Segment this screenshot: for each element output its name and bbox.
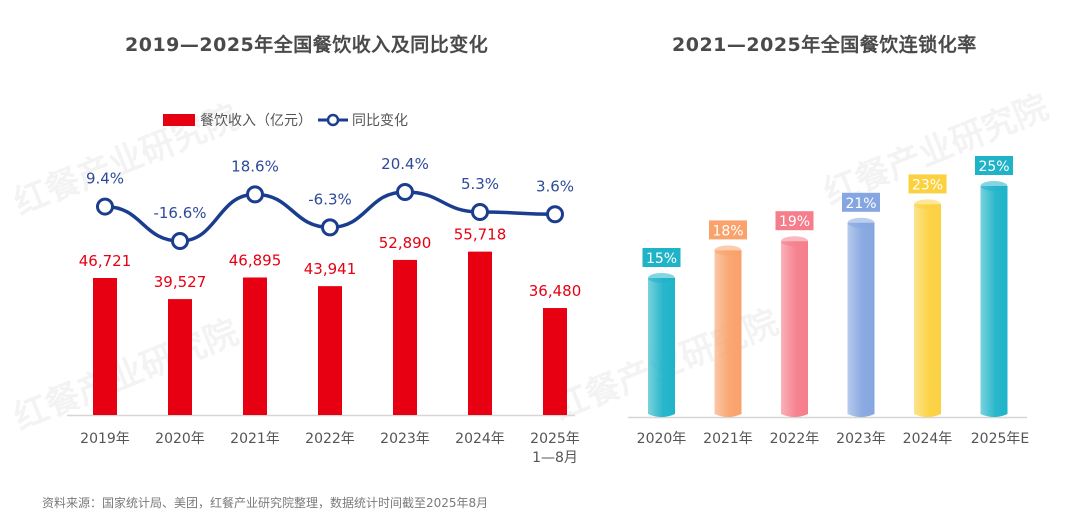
- right-x-tick-label: 2021年: [703, 431, 753, 447]
- left-chart-legend: 餐饮收入（亿元） 同比变化: [163, 110, 408, 130]
- cylinder-top: [847, 217, 875, 228]
- chain-rate-cylinder: [914, 204, 941, 417]
- revenue-bar-label: 46,721: [79, 252, 132, 270]
- chain-rate-label: 25%: [978, 159, 1009, 175]
- left-x-tick-label: 2023年: [380, 431, 430, 447]
- chain-rate-label-bg: [842, 192, 880, 212]
- revenue-bar-label: 36,480: [529, 282, 582, 300]
- revenue-bar: [393, 259, 417, 415]
- left-x-tick-label: 2022年: [305, 431, 355, 447]
- right-x-tick-label: 2020年: [637, 431, 687, 447]
- left-x-tick-label: 2024年: [455, 431, 505, 447]
- legend-bar-label: 餐饮收入（亿元）: [200, 113, 312, 129]
- left-x-tick-label: 1—8月: [532, 450, 578, 466]
- left-x-tick-label: 2021年: [230, 431, 280, 447]
- source-note: 资料来源：国家统计局、美团，红餐产业研究院整理，数据统计时间截至2025年8月: [42, 496, 489, 510]
- cylinder-top: [648, 273, 675, 283]
- chain-rate-label: 19%: [779, 214, 810, 230]
- chain-rate-label-bg: [975, 156, 1013, 175]
- cylinder-top: [714, 245, 742, 256]
- left-x-tick-label: 2020年: [155, 431, 205, 447]
- chain-rate-cylinder: [714, 250, 742, 417]
- revenue-bar-label: 46,895: [229, 251, 282, 269]
- yoy-label: -6.3%: [308, 190, 352, 208]
- yoy-point: [246, 185, 264, 204]
- chain-rate-label: 21%: [845, 196, 876, 212]
- chain-rate-cylinder: [847, 222, 875, 417]
- yoy-point: [321, 218, 339, 237]
- chain-rate-label: 23%: [912, 177, 943, 193]
- left-x-tick-label: 2019年: [80, 431, 130, 447]
- revenue-bar: [93, 278, 117, 415]
- yoy-label: 5.3%: [461, 175, 499, 193]
- right-x-tick-label: 2023年: [836, 431, 886, 447]
- revenue-bar: [468, 251, 492, 415]
- revenue-bar: [318, 286, 342, 415]
- left-chart-title: 2019—2025年全国餐饮收入及同比变化: [125, 34, 489, 56]
- cylinder-top: [980, 181, 1008, 191]
- revenue-bar: [543, 308, 567, 415]
- revenue-bar-label: 55,718: [454, 226, 507, 244]
- right-chart-title: 2021—2025年全国餐饮连锁化率: [672, 34, 977, 56]
- yoy-label: 20.4%: [381, 155, 429, 173]
- revenue-bar: [243, 277, 267, 415]
- yoy-label: 3.6%: [536, 177, 574, 195]
- chain-rate-label-bg: [908, 174, 947, 194]
- yoy-point: [396, 183, 414, 202]
- chain-rate-label: 18%: [712, 223, 743, 239]
- left-x-tick-label: 2025年: [530, 431, 580, 447]
- yoy-label: 18.6%: [231, 157, 279, 175]
- right-x-tick-label: 2022年: [770, 431, 820, 447]
- chain-rate-label: 15%: [646, 251, 677, 267]
- yoy-point: [96, 197, 114, 216]
- chain-rate-label-bg: [775, 211, 814, 231]
- legend-line-label: 同比变化: [352, 113, 408, 129]
- cylinder-top: [914, 199, 941, 210]
- revenue-bar-label: 43,941: [304, 260, 357, 278]
- yoy-label: -16.6%: [153, 204, 206, 222]
- yoy-label: 9.4%: [86, 170, 124, 188]
- yoy-point: [546, 205, 564, 224]
- revenue-bar-label: 39,527: [154, 273, 207, 291]
- right-x-tick-label: 2024年: [903, 431, 953, 447]
- chain-rate-cylinder: [648, 278, 675, 417]
- right-x-tick-label: 2025年E: [971, 431, 1029, 447]
- yoy-point: [171, 232, 189, 251]
- chain-rate-label-bg: [642, 248, 681, 267]
- cylinder-top: [781, 236, 808, 247]
- legend-line-swatch-icon: [318, 113, 348, 127]
- revenue-bar: [168, 299, 192, 415]
- legend-bar-swatch: [163, 114, 195, 126]
- yoy-point: [471, 203, 489, 221]
- chain-rate-label-bg: [709, 220, 747, 240]
- chain-rate-cylinder: [980, 186, 1008, 417]
- revenue-bar-label: 52,890: [379, 234, 432, 252]
- chain-rate-cylinder: [781, 241, 808, 417]
